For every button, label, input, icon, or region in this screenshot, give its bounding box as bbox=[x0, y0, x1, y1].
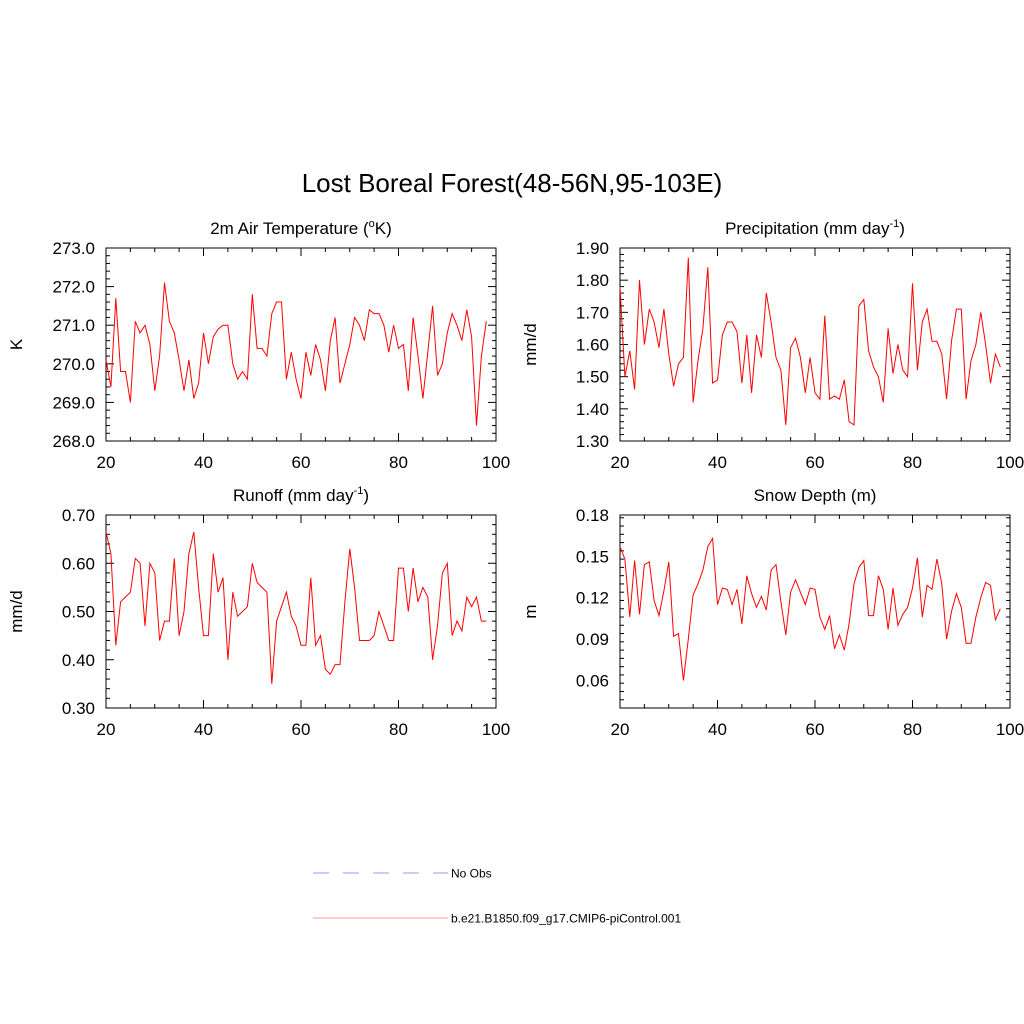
chart-panel-2: 20 40 60 80 100 1.30 1.40 1.50 1.60 1.70 1.80 1.90 m… bbox=[521, 218, 1024, 472]
x-tick-label: 80 bbox=[389, 720, 408, 739]
x-tick-label: 100 bbox=[482, 720, 510, 739]
data-line-series-1 bbox=[105, 282, 487, 426]
x-tick-label: 60 bbox=[806, 453, 825, 472]
panel-title: Runoff (mm day-1) bbox=[233, 485, 369, 505]
y-tick-label: 0.40 bbox=[62, 651, 95, 670]
x-tick-label: 80 bbox=[903, 720, 922, 739]
legend: No Obs b.e21.B1850.f09_g17.CMIP6-piContr… bbox=[313, 867, 681, 926]
y-axis-label: K bbox=[7, 338, 26, 350]
y-tick-label: 0.15 bbox=[576, 547, 609, 566]
x-tick-label: 20 bbox=[611, 720, 630, 739]
x-tick-label: 100 bbox=[996, 453, 1024, 472]
y-tick-label: 1.60 bbox=[576, 336, 609, 355]
y-tick-label: 271.0 bbox=[52, 316, 95, 335]
legend-obs-label: No Obs bbox=[451, 867, 492, 881]
y-tick-label: 0.09 bbox=[576, 630, 609, 649]
panel-title: 2m Air Temperature (oK) bbox=[210, 218, 392, 238]
y-tick-label: 269.0 bbox=[52, 393, 95, 412]
y-axis-label: mm/d bbox=[7, 590, 26, 633]
y-tick-label: 0.12 bbox=[576, 589, 609, 608]
x-tick-label: 20 bbox=[97, 453, 116, 472]
x-tick-label: 100 bbox=[482, 453, 510, 472]
y-tick-label: 0.30 bbox=[62, 699, 95, 718]
x-tick-label: 40 bbox=[708, 720, 727, 739]
x-tick-label: 40 bbox=[194, 720, 213, 739]
legend-model-label: b.e21.B1850.f09_g17.CMIP6-piControl.001 bbox=[451, 912, 681, 926]
y-tick-label: 270.0 bbox=[52, 355, 95, 374]
panel-title: Snow Depth (m) bbox=[754, 486, 877, 505]
y-axis-label: mm/d bbox=[521, 323, 540, 366]
chart-panel-1: 20 40 60 80 100 268.0 269.0 270.0 271.0 272.0 273.… bbox=[7, 218, 510, 472]
figure-title: Lost Boreal Forest(48-56N,95-103E) bbox=[302, 168, 723, 198]
panels: 20 40 60 80 100 268.0 269.0 270.0 271.0 272.0 273.… bbox=[7, 218, 1024, 739]
y-tick-label: 268.0 bbox=[52, 432, 95, 451]
y-tick-label: 0.50 bbox=[62, 603, 95, 622]
x-tick-label: 20 bbox=[611, 453, 630, 472]
y-tick-label: 0.70 bbox=[62, 506, 95, 525]
data-line-series-1 bbox=[619, 257, 1001, 426]
y-tick-label: 1.70 bbox=[576, 303, 609, 322]
y-tick-label: 1.40 bbox=[576, 400, 609, 419]
y-tick-label: 1.50 bbox=[576, 368, 609, 387]
y-tick-label: 273.0 bbox=[52, 239, 95, 258]
x-tick-label: 80 bbox=[903, 453, 922, 472]
x-tick-label: 20 bbox=[97, 720, 116, 739]
y-tick-label: 1.90 bbox=[576, 239, 609, 258]
x-tick-label: 60 bbox=[292, 453, 311, 472]
panel-title: Precipitation (mm day-1) bbox=[725, 218, 905, 238]
chart-panel-3: 20 40 60 80 100 0.30 0.40 0.50 0.60 0.70 mm/d Runof… bbox=[7, 485, 510, 739]
x-tick-label: 40 bbox=[194, 453, 213, 472]
x-tick-label: 100 bbox=[996, 720, 1024, 739]
y-tick-label: 0.06 bbox=[576, 671, 609, 690]
y-tick-label: 0.60 bbox=[62, 554, 95, 573]
x-tick-label: 40 bbox=[708, 453, 727, 472]
data-line-series-1 bbox=[619, 536, 1001, 681]
y-tick-label: 1.30 bbox=[576, 432, 609, 451]
y-tick-label: 0.18 bbox=[576, 506, 609, 525]
y-tick-label: 272.0 bbox=[52, 278, 95, 297]
data-line-series-1 bbox=[105, 531, 487, 684]
chart-panel-4: 20 40 60 80 100 0.06 0.09 0.12 0.15 0.18 m Snow Dep… bbox=[521, 486, 1024, 739]
y-axis-label: m bbox=[521, 604, 540, 618]
x-tick-label: 60 bbox=[806, 720, 825, 739]
x-tick-label: 60 bbox=[292, 720, 311, 739]
x-tick-label: 80 bbox=[389, 453, 408, 472]
y-tick-label: 1.80 bbox=[576, 271, 609, 290]
